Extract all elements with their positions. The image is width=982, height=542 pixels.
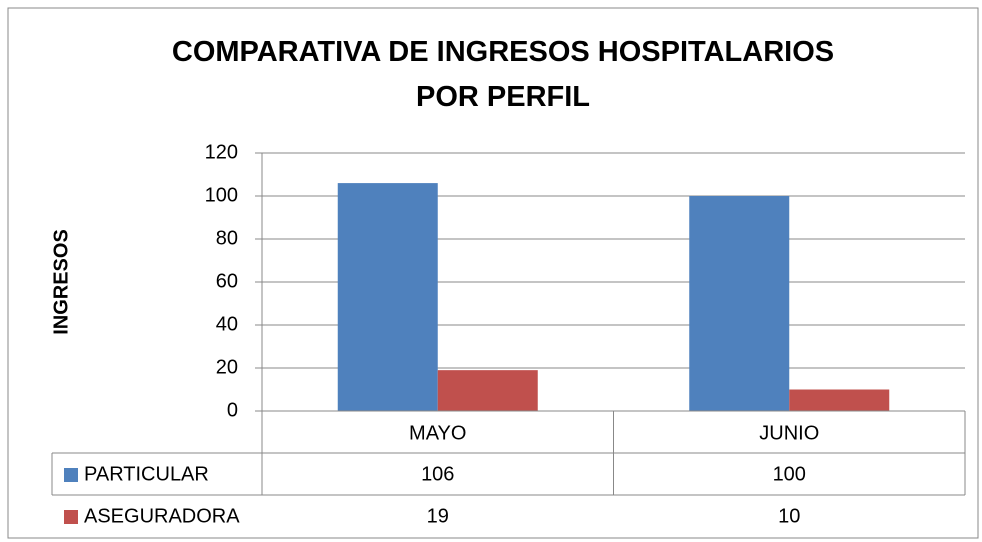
legend-label: PARTICULAR	[84, 463, 209, 485]
legend-key	[64, 510, 78, 524]
chart-border	[7, 7, 979, 539]
legend-label: ASEGURADORA	[84, 505, 240, 527]
bar	[789, 389, 890, 411]
y-tick-label: 0	[227, 399, 238, 421]
y-tick-label: 80	[216, 227, 238, 249]
table-value: 100	[773, 463, 806, 485]
bar	[689, 196, 790, 411]
y-tick-label: 20	[216, 356, 238, 378]
y-axis-label: INGRESOS	[50, 229, 72, 335]
x-tick-label: MAYO	[409, 422, 466, 444]
table-value: 106	[421, 463, 454, 485]
x-tick-label: JUNIO	[759, 422, 819, 444]
table-value: 19	[427, 505, 449, 527]
table-value: 10	[778, 505, 800, 527]
y-tick-label: 120	[205, 141, 238, 163]
chart-title: COMPARATIVA DE INGRESOS HOSPITALARIOS PO…	[171, 36, 835, 113]
bar	[437, 370, 538, 411]
bar	[337, 183, 438, 411]
legend-key	[64, 468, 78, 482]
y-tick-label: 100	[205, 184, 238, 206]
y-tick-label: 60	[216, 270, 238, 292]
y-tick-label: 40	[216, 313, 238, 335]
